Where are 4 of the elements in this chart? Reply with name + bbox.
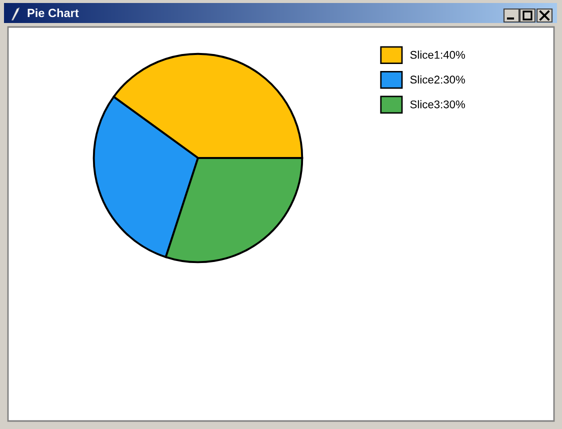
legend-label: Slice1:40% — [410, 50, 465, 59]
legend-label: Slice3:30% — [410, 100, 465, 108]
chart-title: Pie Chart — [28, 8, 79, 18]
legend-label: Slice2:30% — [410, 75, 465, 84]
